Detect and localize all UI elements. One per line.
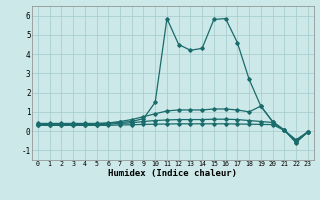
X-axis label: Humidex (Indice chaleur): Humidex (Indice chaleur) [108,169,237,178]
